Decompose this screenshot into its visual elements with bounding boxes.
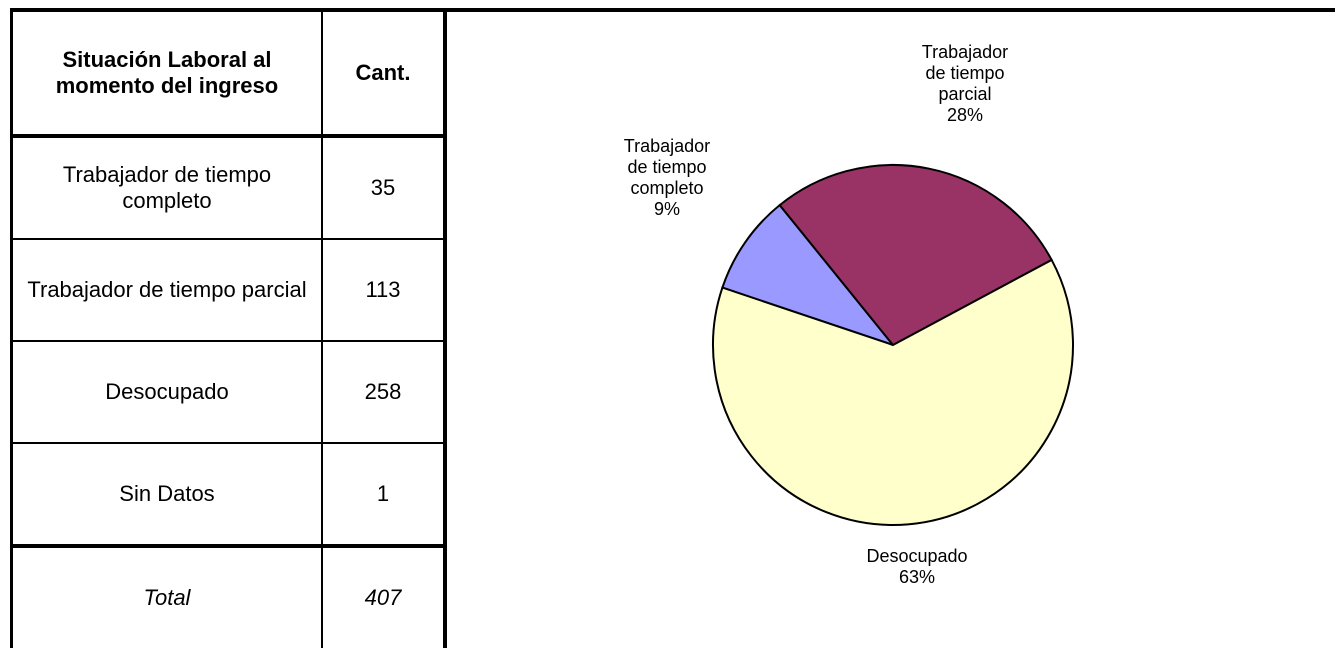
slice-label: Trabajador de tiempo parcial 28% bbox=[910, 42, 1020, 126]
cell: Trabajador de tiempo completo bbox=[10, 135, 323, 240]
top-rule bbox=[10, 8, 1335, 12]
pie-slice bbox=[712, 258, 1074, 526]
data-table: Situación Laboral al momento del ingreso… bbox=[10, 10, 447, 648]
cell: Trabajador de tiempo parcial bbox=[10, 238, 323, 342]
row: Trabajador de tiempo parcial 113 bbox=[10, 238, 447, 342]
cell: 1 bbox=[321, 442, 447, 547]
pie-slice bbox=[721, 203, 896, 348]
slice-label: Trabajador de tiempo completo 9% bbox=[612, 136, 722, 220]
cell: 113 bbox=[321, 238, 447, 342]
cell: 258 bbox=[321, 340, 447, 444]
row: Desocupado 258 bbox=[10, 340, 447, 444]
slice-value: 9% bbox=[653, 199, 680, 219]
slice-value: 28% bbox=[946, 105, 984, 125]
cell: Sin Datos bbox=[10, 442, 323, 547]
pie-slice bbox=[778, 164, 1053, 347]
slice-label: Desocupado 63% bbox=[837, 546, 997, 588]
cell: 35 bbox=[321, 135, 447, 240]
slice-name: Trabajador de tiempo parcial bbox=[921, 42, 1009, 104]
total-row: Total 407 bbox=[10, 544, 447, 648]
slice-value: 63% bbox=[898, 567, 936, 587]
header-row: Situación Laboral al momento del ingreso… bbox=[10, 10, 447, 138]
header-cell: Cant. bbox=[321, 10, 447, 138]
slice-name: Trabajador de tiempo completo bbox=[623, 136, 711, 198]
row: Trabajador de tiempo completo 35 bbox=[10, 135, 447, 240]
slice-name: Desocupado bbox=[866, 546, 968, 566]
header-cell: Situación Laboral al momento del ingreso bbox=[10, 10, 323, 138]
cell: Desocupado bbox=[10, 340, 323, 444]
cell: Total bbox=[10, 544, 323, 648]
cell: 407 bbox=[321, 544, 447, 648]
row: Sin Datos 1 bbox=[10, 442, 447, 547]
